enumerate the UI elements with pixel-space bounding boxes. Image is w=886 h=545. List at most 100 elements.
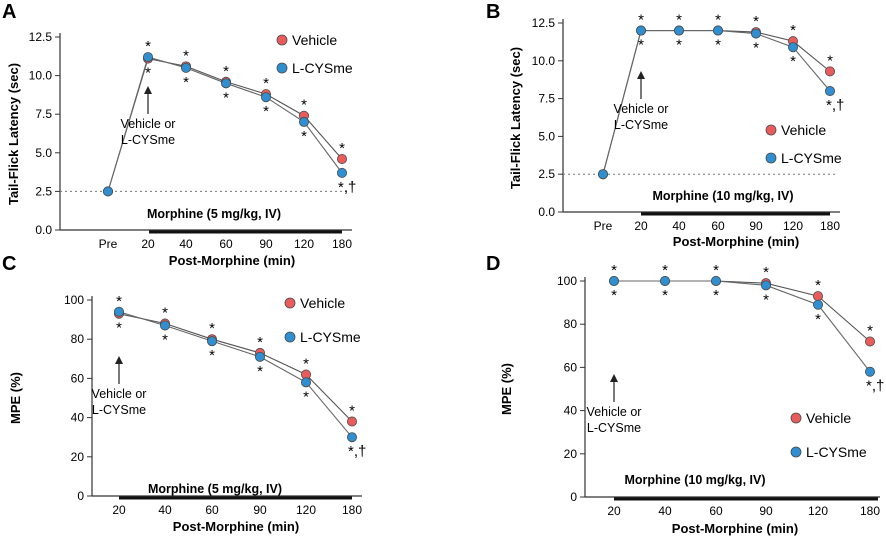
significance-star: *	[257, 334, 263, 351]
data-point-l-cysme	[159, 320, 170, 331]
y-tick-label: 0	[570, 490, 577, 504]
x-tick-label: 20	[634, 219, 648, 233]
significance-star: *	[715, 12, 721, 29]
legend-marker	[284, 331, 296, 343]
legend-label: L-CYSme	[292, 60, 353, 76]
data-point-l-cysme	[761, 280, 772, 291]
morphine-label: Morphine (5 mg/kg, IV)	[148, 482, 282, 496]
significance-star: *	[162, 305, 168, 322]
data-point-l-cysme	[660, 275, 671, 286]
y-axis-title: MPE (%)	[8, 372, 23, 424]
y-tick-label: 100	[557, 274, 577, 288]
significance-star: *	[303, 355, 309, 372]
legend-label: L-CYSme	[300, 329, 361, 345]
annotation-line-1: Vehicle or	[92, 387, 147, 401]
legend-label: Vehicle	[806, 410, 851, 426]
panel-a: A 0.0 2.5 5.0 7.5 10.0 12.5 Pre 20 40 60 90 120 180 Ta…	[2, 1, 356, 268]
x-tick-label: 90	[253, 503, 267, 517]
x-tick-label: 20	[112, 503, 126, 517]
data-point-l-cysme	[298, 116, 309, 127]
legend-label: Vehicle	[292, 32, 337, 48]
significance-star: *	[611, 287, 617, 304]
significance-star: *	[339, 140, 345, 157]
significance-star: *	[145, 65, 151, 82]
x-tick-label: 90	[759, 504, 773, 518]
significance-star: *	[611, 262, 617, 279]
x-tick-label: 60	[219, 237, 233, 251]
significance-star: *	[349, 403, 355, 420]
annotation-line-1: Vehicle or	[614, 102, 669, 116]
injection-arrow-head	[610, 374, 618, 382]
annotation-line-2: L-CYSme	[121, 133, 175, 147]
x-tick-label: 120	[296, 503, 316, 517]
legend-marker	[790, 412, 802, 424]
y-tick-label: 80	[71, 332, 85, 346]
significance-star: *	[753, 13, 759, 30]
legend-marker	[790, 446, 802, 458]
data-point-l-cysme	[674, 25, 685, 36]
x-tick-label: 90	[749, 219, 763, 233]
significance-star: *	[713, 287, 719, 304]
y-tick-label: 5.0	[35, 146, 52, 160]
x-tick-label: 20	[607, 504, 621, 518]
significance-star: *	[638, 12, 644, 29]
significance-star: *	[867, 322, 873, 339]
data-point-l-cysme	[220, 78, 231, 89]
data-point-l-cysme	[825, 86, 836, 97]
data-point-vehicle	[865, 336, 876, 347]
x-tick-label: 40	[179, 237, 193, 251]
injection-arrow-head	[115, 356, 123, 364]
x-axis-title: Post-Morphine (min)	[169, 253, 295, 268]
significance-star: *	[116, 293, 122, 310]
legend-label: Vehicle	[300, 295, 345, 311]
annotation-line-1: Vehicle or	[587, 405, 642, 419]
significance-star: *	[301, 128, 307, 145]
significance-star: *	[815, 311, 821, 328]
significance-star: *	[715, 37, 721, 54]
x-tick-label: 60	[709, 504, 723, 518]
x-tick-label: 90	[259, 237, 273, 251]
x-axis-title: Post-Morphine (min)	[673, 234, 799, 249]
data-point-l-cysme	[142, 52, 153, 63]
data-point-l-cysme	[609, 275, 620, 286]
y-tick-label: 5.0	[538, 129, 555, 143]
panel-letter: D	[486, 253, 500, 275]
significance-star: *	[790, 53, 796, 70]
data-point-l-cysme	[788, 42, 799, 53]
data-point-l-cysme	[711, 275, 722, 286]
y-tick-label: 10.0	[29, 69, 53, 83]
data-point-l-cysme	[103, 186, 114, 197]
y-tick-label: 0.0	[538, 205, 555, 219]
significance-star: *	[790, 22, 796, 39]
y-tick-label: 40	[71, 411, 85, 425]
significance-star-dagger: *,†	[338, 179, 356, 196]
x-tick-label: 60	[205, 503, 219, 517]
significance-star: *	[662, 262, 668, 279]
y-tick-label: 0	[77, 489, 84, 503]
panel-letter: A	[2, 1, 16, 23]
x-tick-label: 60	[711, 219, 725, 233]
y-tick-label: 100	[64, 293, 84, 307]
annotation-line-1: Vehicle or	[121, 117, 176, 131]
significance-star: *	[263, 75, 269, 92]
injection-arrow-head	[637, 71, 645, 79]
data-point-l-cysme	[206, 336, 217, 347]
x-tick-label: 40	[158, 503, 172, 517]
x-tick-label: 180	[332, 237, 352, 251]
significance-star: *	[209, 320, 215, 337]
y-tick-label: 2.5	[538, 167, 555, 181]
y-axis-title: Tail-Flick Latency (sec)	[508, 47, 523, 189]
significance-star: *	[209, 347, 215, 364]
panel-b: B 0.0 2.5 5.0 7.5 10.0 12.5 Pre 20 40 60 90 120 180 Ta…	[486, 1, 844, 249]
injection-arrow-head	[144, 86, 152, 94]
legend-marker	[276, 62, 288, 74]
data-point-l-cysme	[260, 92, 271, 103]
y-tick-label: 2.5	[35, 184, 52, 198]
significance-star: *	[162, 331, 168, 348]
series-line-vehicle	[118, 313, 353, 422]
data-point-vehicle	[346, 416, 357, 427]
significance-star: *	[753, 40, 759, 57]
significance-star: *	[263, 103, 269, 120]
y-tick-label: 40	[564, 404, 578, 418]
y-tick-label: 60	[564, 360, 578, 374]
